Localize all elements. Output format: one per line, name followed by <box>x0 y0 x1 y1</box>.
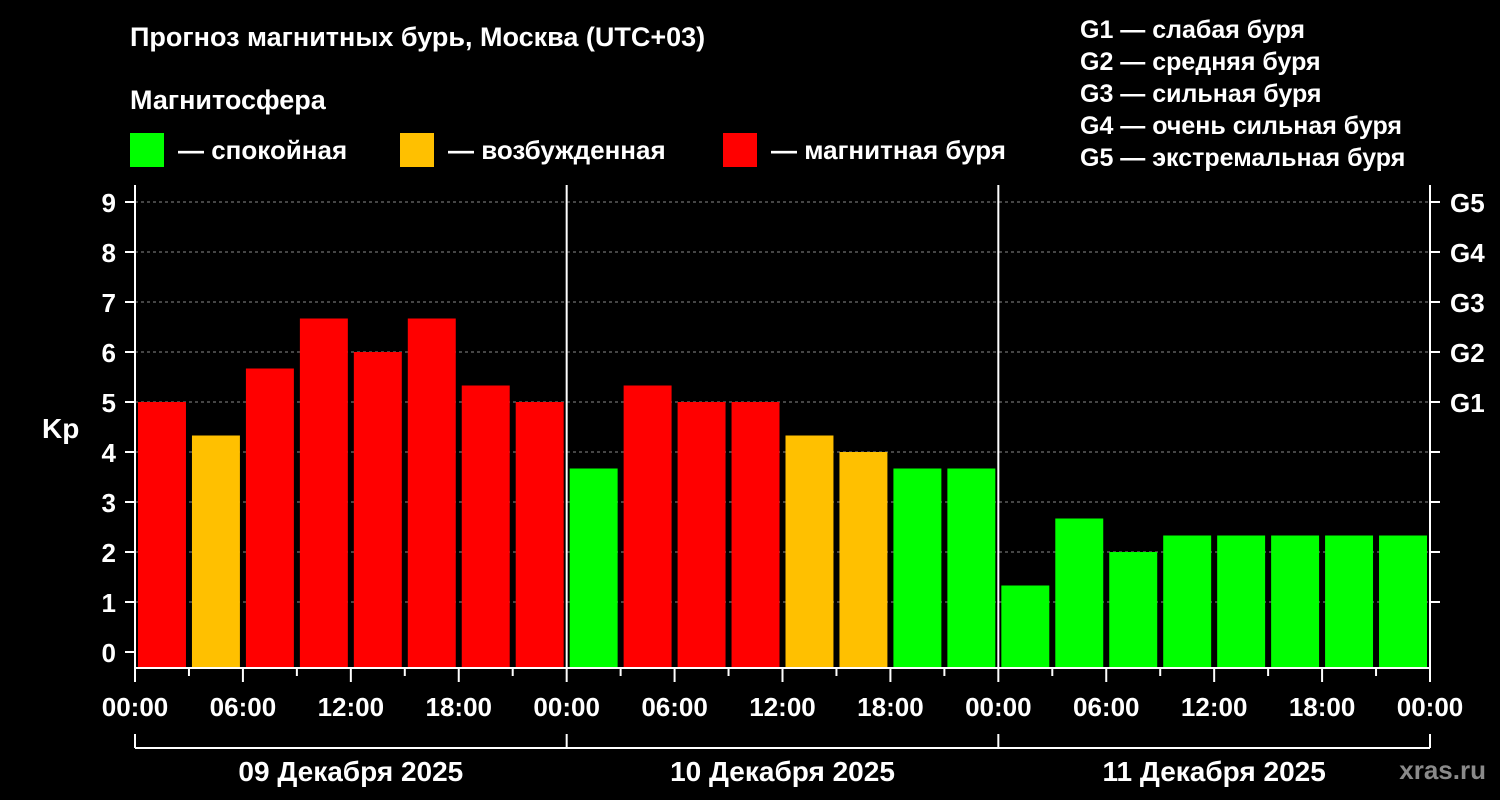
x-tick-label: 12:00 <box>318 692 385 722</box>
kp-bar <box>1325 535 1374 668</box>
kp-bar <box>1271 535 1320 668</box>
kp-bar <box>1163 535 1212 668</box>
y-tick-label: 4 <box>102 438 117 468</box>
y-tick-label: 5 <box>102 388 116 418</box>
kp-bar <box>1001 585 1050 668</box>
kp-bar <box>407 318 456 668</box>
x-tick-label: 06:00 <box>641 692 708 722</box>
kp-bar <box>677 402 726 668</box>
x-tick-label: 18:00 <box>1289 692 1356 722</box>
y-tick-label: 8 <box>102 238 116 268</box>
y-tick-label: 3 <box>102 488 116 518</box>
x-tick-label: 18:00 <box>857 692 924 722</box>
kp-bar <box>461 385 510 668</box>
legend-item-quiet: — спокойная <box>130 132 347 168</box>
day-label: 11 Декабря 2025 <box>1103 756 1326 787</box>
storm-scale-g4: G4 — очень сильная буря <box>1080 112 1402 140</box>
y-tick-label: 7 <box>102 288 116 318</box>
legend-label-quiet: — спокойная <box>178 134 348 165</box>
kp-bar <box>191 435 240 668</box>
kp-bar <box>1109 552 1158 668</box>
kp-bar <box>785 435 834 668</box>
kp-bar <box>1379 535 1427 668</box>
right-tick-label: G5 <box>1450 188 1485 218</box>
x-tick-label: 12:00 <box>1181 692 1248 722</box>
x-tick-label: 18:00 <box>426 692 493 722</box>
legend-swatch-active <box>400 133 434 167</box>
legend-label-storm: — магнитная буря <box>771 134 1006 165</box>
kp-bar <box>947 468 996 668</box>
magnetosphere-subtitle: Магнитосфера <box>130 85 326 115</box>
kp-bar <box>353 352 402 668</box>
kp-bar <box>569 468 618 668</box>
storm-scale-g1: G1 — слабая буря <box>1080 16 1306 44</box>
right-tick-label: G1 <box>1450 388 1485 418</box>
right-tick-label: G2 <box>1450 338 1485 368</box>
legend-swatch-quiet <box>130 133 164 167</box>
kp-bar <box>623 385 672 668</box>
kp-bar <box>299 318 348 668</box>
y-tick-label: 2 <box>102 538 116 568</box>
y-tick-label: 0 <box>102 638 116 668</box>
storm-scale-g2: G2 — средняя буря <box>1080 48 1321 76</box>
x-tick-label: 12:00 <box>749 692 816 722</box>
y-axis-label: Kp <box>42 413 79 444</box>
x-tick-label: 06:00 <box>1073 692 1140 722</box>
watermark: xras.ru <box>1399 755 1486 785</box>
day-label: 09 Декабря 2025 <box>238 756 463 787</box>
legend-item-active: — возбужденная <box>400 132 666 168</box>
x-tick-label: 00:00 <box>102 692 169 722</box>
y-tick-label: 9 <box>102 188 116 218</box>
kp-bar <box>1217 535 1266 668</box>
kp-bar <box>1055 518 1104 668</box>
x-tick-label: 06:00 <box>210 692 277 722</box>
storm-scale-g5: G5 — экстремальная буря <box>1080 144 1406 172</box>
day-label: 10 Декабря 2025 <box>670 756 895 787</box>
y-tick-label: 6 <box>102 338 116 368</box>
storm-scale-g3: G3 — сильная буря <box>1080 80 1322 108</box>
chart-title: Прогноз магнитных бурь, Москва (UTC+03) <box>130 22 706 52</box>
kp-bar <box>245 368 294 668</box>
kp-bar <box>839 452 888 668</box>
kp-bar <box>731 402 780 668</box>
kp-bar <box>138 402 186 668</box>
x-tick-label: 00:00 <box>533 692 600 722</box>
right-tick-label: G4 <box>1450 238 1485 268</box>
kp-bar <box>515 402 564 668</box>
storm-scale-legend: G1 — слабая буря G2 — средняя буря G3 — … <box>1080 14 1405 174</box>
legend-item-storm: — магнитная буря <box>723 132 1006 168</box>
kp-bar <box>893 468 942 668</box>
legend-label-active: — возбужденная <box>448 134 666 165</box>
y-tick-label: 1 <box>102 588 116 618</box>
right-tick-label: G3 <box>1450 288 1485 318</box>
x-tick-label: 00:00 <box>965 692 1032 722</box>
legend-swatch-storm <box>723 133 757 167</box>
x-tick-label: 00:00 <box>1397 692 1464 722</box>
